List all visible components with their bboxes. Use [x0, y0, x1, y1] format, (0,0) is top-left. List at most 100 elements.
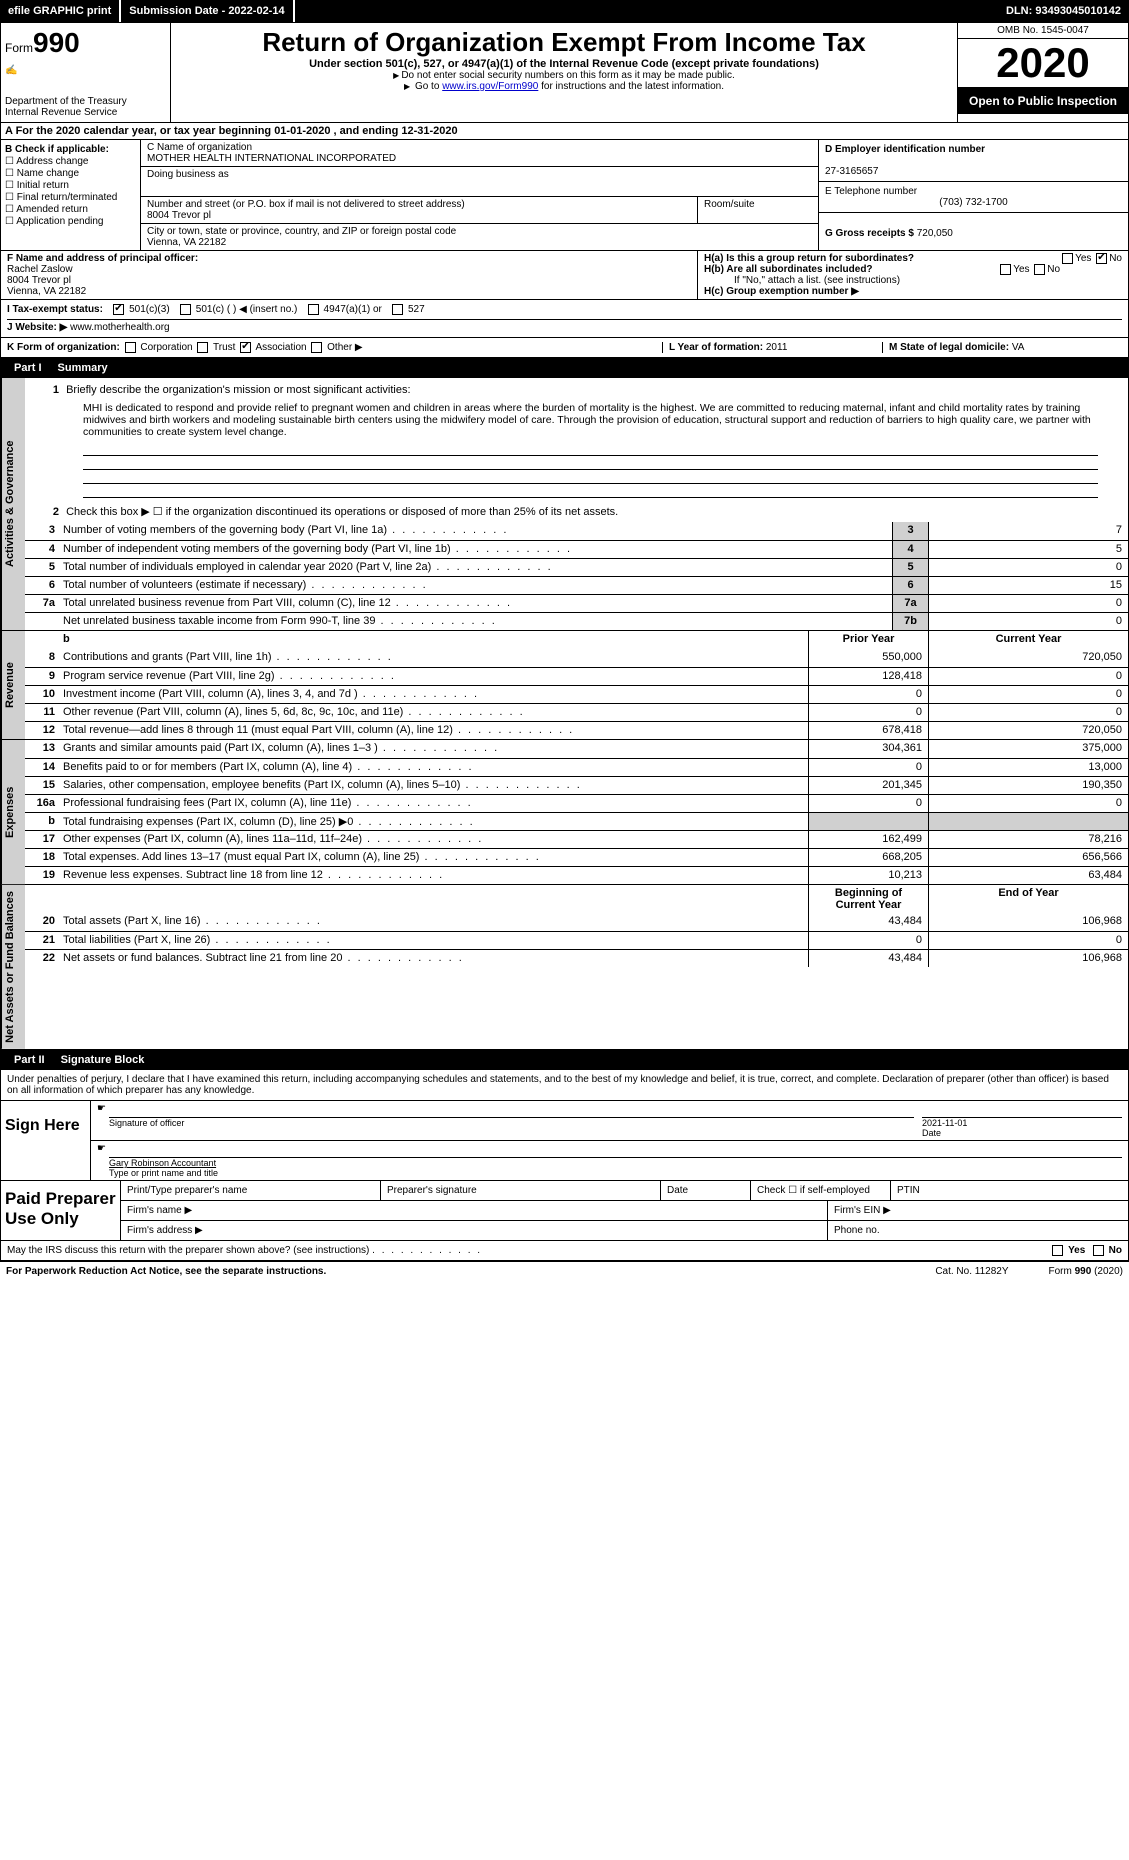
summary-line: 19Revenue less expenses. Subtract line 1…	[25, 866, 1128, 884]
sig-date-value: 2021-11-01	[922, 1118, 967, 1128]
col-prior-year: Prior Year	[808, 631, 928, 649]
gross-label: G Gross receipts $	[825, 228, 914, 239]
summary-line: bTotal fundraising expenses (Part IX, co…	[25, 812, 1128, 830]
city-label: City or town, state or province, country…	[147, 226, 456, 237]
omb-number: OMB No. 1545-0047	[958, 23, 1128, 39]
sig-name-line: ☛ Gary Robinson Accountant Type or print…	[91, 1141, 1128, 1180]
summary-line: 14Benefits paid to or for members (Part …	[25, 758, 1128, 776]
sig-name-value: Gary Robinson Accountant	[109, 1158, 216, 1168]
phone-label: E Telephone number	[825, 186, 917, 197]
hb-yes[interactable]	[1000, 264, 1011, 275]
expenses-body: 13Grants and similar amounts paid (Part …	[25, 740, 1128, 884]
part2-label: Part II	[8, 1052, 51, 1068]
summary-line: 5Total number of individuals employed in…	[25, 558, 1128, 576]
discuss-yes[interactable]	[1052, 1245, 1063, 1256]
summary-line: 10Investment income (Part VIII, column (…	[25, 685, 1128, 703]
box-b-title: B Check if applicable:	[5, 144, 109, 155]
row-a-text: A For the 2020 calendar year, or tax yea…	[5, 125, 458, 137]
goto-post: for instructions and the latest informat…	[541, 81, 724, 92]
part1-title: Summary	[58, 362, 108, 374]
footer-pra: For Paperwork Reduction Act Notice, see …	[6, 1266, 895, 1277]
org-name: MOTHER HEALTH INTERNATIONAL INCORPORATED	[147, 153, 396, 164]
tax-status-label: I Tax-exempt status:	[7, 304, 103, 315]
efile-label: efile GRAPHIC print	[0, 0, 121, 22]
street-value: 8004 Trevor pl	[147, 210, 211, 221]
ha-no[interactable]	[1096, 253, 1107, 264]
footer-form: Form 990 (2020)	[1049, 1266, 1123, 1277]
section-expenses: Expenses 13Grants and similar amounts pa…	[0, 740, 1129, 885]
chk-final-return[interactable]: ☐ Final return/terminated	[5, 192, 136, 203]
year-formation-label: L Year of formation:	[669, 342, 763, 353]
city-cell: City or town, state or province, country…	[141, 224, 818, 250]
sig-intro: Under penalties of perjury, I declare th…	[1, 1070, 1128, 1101]
discuss-no[interactable]	[1093, 1245, 1104, 1256]
chk-4947[interactable]	[308, 304, 319, 315]
chk-corp[interactable]	[125, 342, 136, 353]
revenue-header-row: b Prior Year Current Year	[25, 631, 1128, 649]
prep-selfemp-hdr: Check ☐ if self-employed	[751, 1181, 891, 1200]
discuss-row: May the IRS discuss this return with the…	[1, 1240, 1128, 1260]
summary-line: 21Total liabilities (Part X, line 26)00	[25, 931, 1128, 949]
part2-title: Signature Block	[61, 1054, 145, 1066]
sig-date-cell: 2021-11-01 Date	[922, 1117, 1122, 1138]
mission-text: MHI is dedicated to respond and provide …	[25, 398, 1128, 442]
mission-label: Briefly describe the organization's miss…	[66, 384, 410, 396]
ruleline	[83, 470, 1098, 484]
prep-firm-row: Firm's name ▶ Firm's EIN ▶	[121, 1201, 1128, 1221]
firm-ein-label: Firm's EIN ▶	[828, 1201, 1128, 1220]
governance-body: 1 Briefly describe the organization's mi…	[25, 378, 1128, 630]
chk-527[interactable]	[392, 304, 403, 315]
summary-line: 17Other expenses (Part IX, column (A), l…	[25, 830, 1128, 848]
summary-line: 13Grants and similar amounts paid (Part …	[25, 740, 1128, 758]
phone-value: (703) 732-1700	[825, 197, 1122, 208]
box-h: H(a) Is this a group return for subordin…	[698, 251, 1128, 299]
sig-fields: ☛ Signature of officer 2021-11-01 Date ☛…	[91, 1101, 1128, 1180]
chk-app-pending[interactable]: ☐ Application pending	[5, 216, 136, 227]
sig-name-cell: Gary Robinson Accountant Type or print n…	[109, 1157, 1122, 1178]
prep-ptin-hdr: PTIN	[891, 1181, 1128, 1200]
chk-trust[interactable]	[197, 342, 208, 353]
summary-line: 16aProfessional fundraising fees (Part I…	[25, 794, 1128, 812]
topbar: efile GRAPHIC print Submission Date - 20…	[0, 0, 1129, 22]
sig-officer-line: ☛ Signature of officer 2021-11-01 Date	[91, 1101, 1128, 1141]
chk-other[interactable]	[311, 342, 322, 353]
ein-label: D Employer identification number	[825, 144, 985, 155]
dba-label: Doing business as	[147, 169, 229, 180]
netassets-header-row: Beginning of Current Year End of Year	[25, 885, 1128, 913]
form-org-label: K Form of organization:	[7, 342, 120, 353]
form-word: Form	[5, 41, 33, 55]
tax-year: 2020	[958, 39, 1128, 88]
summary-line: 4Number of independent voting members of…	[25, 540, 1128, 558]
chk-address-change[interactable]: ☐ Address change	[5, 156, 136, 167]
website-label: J Website: ▶	[7, 322, 67, 333]
header-left: Form990 ✍ Department of the Treasury Int…	[1, 23, 171, 122]
form-title: Return of Organization Exempt From Incom…	[181, 27, 947, 58]
box-c: C Name of organization MOTHER HEALTH INT…	[141, 140, 818, 250]
section-governance: Activities & Governance 1 Briefly descri…	[0, 378, 1129, 631]
section-netassets: Net Assets or Fund Balances Beginning of…	[0, 885, 1129, 1050]
chk-assoc[interactable]	[240, 342, 251, 353]
hb-no[interactable]	[1034, 264, 1045, 275]
chk-amended[interactable]: ☐ Amended return	[5, 204, 136, 215]
main-info-block: B Check if applicable: ☐ Address change …	[0, 140, 1129, 251]
summary-line: 9Program service revenue (Part VIII, lin…	[25, 667, 1128, 685]
summary-line: 22Net assets or fund balances. Subtract …	[25, 949, 1128, 967]
org-name-cell: C Name of organization MOTHER HEALTH INT…	[141, 140, 818, 167]
box-f: F Name and address of principal officer:…	[1, 251, 698, 299]
chk-initial-return[interactable]: ☐ Initial return	[5, 180, 136, 191]
domicile-label: M State of legal domicile:	[889, 342, 1009, 353]
sign-here-label: Sign Here	[1, 1101, 91, 1180]
street-label: Number and street (or P.O. box if mail i…	[147, 199, 465, 210]
header-center: Return of Organization Exempt From Incom…	[171, 23, 958, 122]
summary-line: 7aTotal unrelated business revenue from …	[25, 594, 1128, 612]
col-end-year: End of Year	[928, 885, 1128, 913]
instructions-link[interactable]: www.irs.gov/Form990	[442, 81, 538, 92]
chk-501c3[interactable]	[113, 304, 124, 315]
chk-501c[interactable]	[180, 304, 191, 315]
ha-yes[interactable]	[1062, 253, 1073, 264]
summary-line: 8Contributions and grants (Part VIII, li…	[25, 649, 1128, 667]
chk-name-change[interactable]: ☐ Name change	[5, 168, 136, 179]
ssn-warning: Do not enter social security numbers on …	[181, 70, 947, 81]
form-number: 990	[33, 27, 80, 58]
footer-cat: Cat. No. 11282Y	[935, 1266, 1008, 1277]
